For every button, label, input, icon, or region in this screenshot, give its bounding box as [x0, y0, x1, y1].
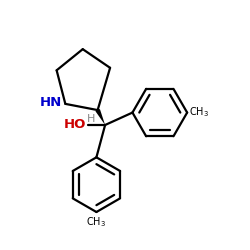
- Text: HO: HO: [63, 118, 86, 132]
- Text: CH$_3$: CH$_3$: [189, 106, 209, 120]
- Text: CH$_3$: CH$_3$: [86, 215, 106, 229]
- Polygon shape: [96, 109, 105, 125]
- Text: H: H: [87, 114, 96, 124]
- Text: HN: HN: [40, 96, 62, 109]
